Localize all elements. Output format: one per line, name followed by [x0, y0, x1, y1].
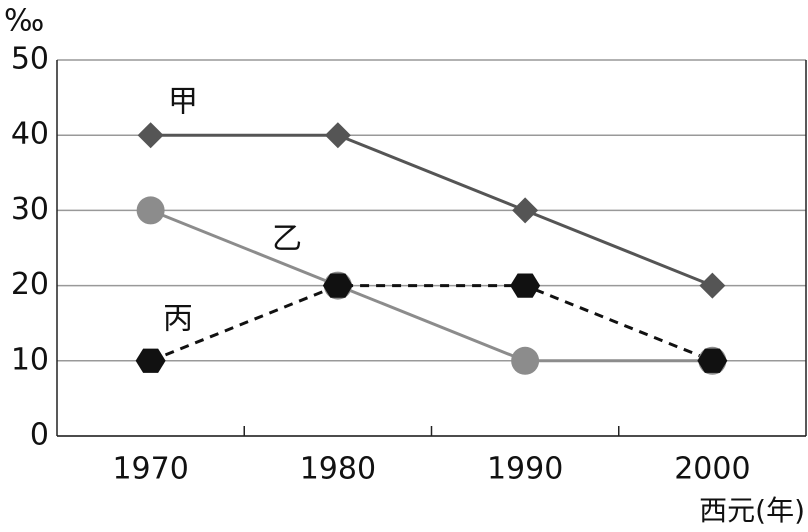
point — [699, 272, 726, 299]
point — [510, 273, 541, 298]
x-tick-label: 2000 — [674, 452, 750, 487]
y-tick-label: 20 — [11, 267, 49, 302]
y-tick-label: 30 — [11, 192, 49, 227]
series-line — [150, 133, 713, 287]
y-tick-label: 40 — [11, 117, 49, 152]
point — [511, 346, 540, 375]
y-tick-label: 10 — [11, 342, 49, 377]
x-tick-label: 1990 — [487, 452, 563, 487]
x-tick-label: 1970 — [112, 452, 188, 487]
y-axis-label: ‰ — [4, 4, 44, 39]
series-label: 乙 — [272, 222, 302, 257]
series-label: 丙 — [163, 302, 193, 337]
x-tick-label: 1980 — [300, 452, 376, 487]
point — [512, 197, 539, 224]
point — [137, 122, 164, 149]
series-label: 甲 — [168, 85, 198, 120]
point — [324, 122, 351, 149]
point — [697, 348, 728, 373]
y-tick-label: 50 — [11, 42, 49, 77]
point — [136, 196, 165, 225]
series-line — [150, 209, 713, 363]
series-line — [150, 284, 713, 363]
point — [322, 273, 353, 298]
point — [135, 348, 166, 373]
x-axis-label: 西元(年) — [699, 494, 805, 527]
y-tick-label: 0 — [30, 418, 49, 453]
